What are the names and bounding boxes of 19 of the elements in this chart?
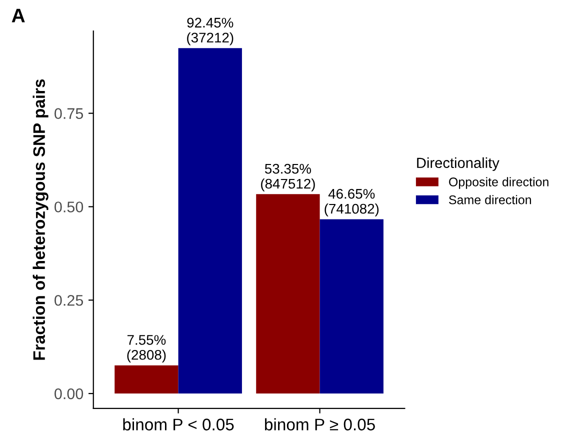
y-axis-title: Fraction of heterozygous SNP pairs: [32, 79, 48, 360]
bar: [320, 219, 384, 394]
legend-title: Directionality: [417, 157, 500, 171]
x-tick-label: binom P < 0.05: [123, 418, 234, 430]
y-tick-label: 0.00: [54, 388, 84, 400]
y-tick-label: 0.75: [54, 108, 84, 119]
text: A: [12, 8, 25, 22]
y-tick-label: 0.50: [54, 202, 84, 212]
y-tick-label: 0.25: [54, 294, 84, 306]
legend-label: Opposite direction: [449, 177, 548, 189]
bar: [256, 194, 320, 394]
data-label: 46.65% (741082): [324, 188, 379, 216]
x-tick-label: binom P ≥ 0.05: [265, 418, 375, 430]
data-label: 92.45% (37212): [187, 18, 234, 46]
bar: [114, 365, 178, 394]
bar: [178, 48, 242, 394]
legend-label: Same direction: [449, 195, 532, 204]
data-label: 53.35% (847512): [261, 164, 315, 192]
data-label: 7.55% (2808): [127, 335, 166, 363]
